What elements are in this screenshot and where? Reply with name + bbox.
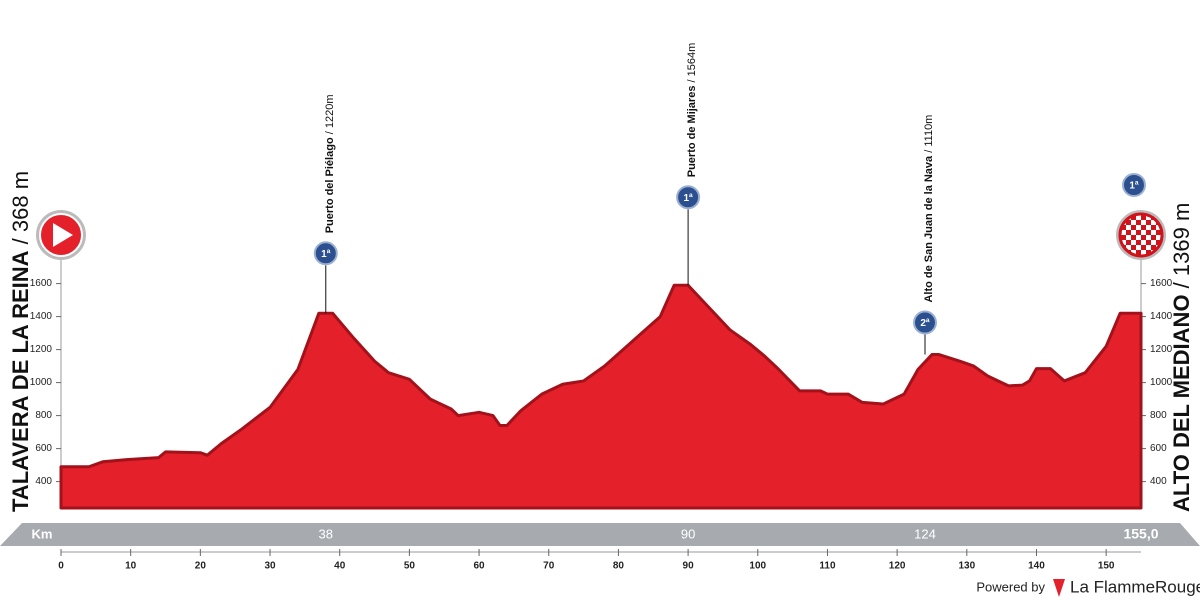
- y-tick-label-right: 400: [1150, 476, 1167, 487]
- brand-logo: [1053, 579, 1065, 597]
- climb-icon: [913, 310, 937, 335]
- finish-category: 1ª: [1129, 181, 1139, 192]
- y-tick-label: 1600: [30, 278, 53, 289]
- start-arrow: [53, 223, 73, 247]
- y-tick-label-right: 1200: [1150, 344, 1173, 355]
- start-text: TALAVERA DE LA REINA / 368 m: [8, 171, 33, 512]
- x-tick-label: 60: [474, 561, 486, 572]
- finish-altitude: / 1369 m: [1169, 203, 1194, 289]
- x-tick-label: 40: [334, 561, 346, 572]
- brand: La FlammeRouge: [1070, 577, 1200, 596]
- climb-category: 1ª: [683, 193, 693, 204]
- x-tick-label: 0: [58, 561, 64, 572]
- y-tick-label-right: 1400: [1150, 311, 1173, 322]
- x-tick-label: 140: [1028, 561, 1045, 572]
- climb-icon: [676, 185, 701, 210]
- finish-category-icon: [1122, 173, 1146, 197]
- climb-altitude: / 1220m: [324, 95, 336, 135]
- finish-name: ALTO DEL MEDIANO: [1169, 294, 1194, 512]
- y-tick-label-right: 1600: [1150, 278, 1173, 289]
- y-tick-label-right: 1000: [1150, 377, 1173, 388]
- climb-km-label: 38: [319, 526, 333, 541]
- x-tick-label: 110: [819, 561, 836, 572]
- x-axis-label: Km: [32, 526, 53, 541]
- finish-icon: [1118, 212, 1164, 258]
- finish-label: ALTO DEL MEDIANO / 1369 m: [1169, 203, 1194, 512]
- elevation-area: [59, 283, 1143, 510]
- climb-km-label: 90: [681, 526, 695, 541]
- x-tick-label: 120: [889, 561, 906, 572]
- x-tick-label: 150: [1098, 561, 1115, 572]
- x-tick-label: 100: [749, 561, 766, 572]
- x-tick-label: 20: [195, 561, 207, 572]
- x-tick-label: 80: [613, 561, 625, 572]
- climb-text: Puerto de Mijares / 1564m: [686, 43, 698, 178]
- y-tick-label-right: 600: [1150, 443, 1167, 454]
- y-tick-label-right: 800: [1150, 410, 1167, 421]
- km-band: [0, 523, 1200, 546]
- y-tick-label: 400: [35, 476, 52, 487]
- climb-label: Puerto de Mijares / 1564m: [686, 43, 698, 178]
- powered-by: Powered by: [976, 579, 1045, 594]
- climb-name: Puerto de Mijares: [686, 86, 698, 178]
- start-label: TALAVERA DE LA REINA / 368 m: [8, 171, 33, 512]
- distance-label: 155,0: [1123, 526, 1158, 542]
- start-altitude: / 368 m: [8, 171, 33, 244]
- climb-altitude: / 1110m: [923, 115, 935, 153]
- x-tick-label: 30: [264, 561, 276, 572]
- y-tick-label: 1400: [30, 311, 53, 322]
- climb-text: Puerto del Piélago / 1220m: [324, 95, 336, 234]
- climb-text: Alto de San Juan de la Nava / 1110m: [923, 115, 935, 303]
- y-tick-label: 800: [35, 410, 52, 421]
- climb-category: 2ª: [920, 318, 930, 329]
- x-tick-label: 70: [543, 561, 555, 572]
- x-tick-label: 50: [404, 561, 416, 572]
- y-tick-label: 600: [35, 443, 52, 454]
- climb-km-label: 124: [914, 526, 936, 541]
- start-name: TALAVERA DE LA REINA: [8, 250, 33, 512]
- climb-altitude: / 1564m: [686, 43, 698, 83]
- climb-category: 1ª: [321, 249, 331, 260]
- climb-label: Alto de San Juan de la Nava / 1110m: [923, 115, 935, 303]
- y-tick-label: 1200: [30, 344, 53, 355]
- x-tick-label: 10: [125, 561, 137, 572]
- climb-name: Alto de San Juan de la Nava: [923, 155, 935, 303]
- climb-label: Puerto del Piélago / 1220m: [324, 95, 336, 234]
- y-tick-label: 1000: [30, 377, 53, 388]
- x-tick-label: 90: [683, 561, 695, 572]
- x-tick-label: 130: [958, 561, 975, 572]
- climb-icon: [313, 241, 338, 266]
- finish-text: ALTO DEL MEDIANO / 1369 m: [1169, 203, 1194, 512]
- climb-name: Puerto del Piélago: [324, 137, 336, 233]
